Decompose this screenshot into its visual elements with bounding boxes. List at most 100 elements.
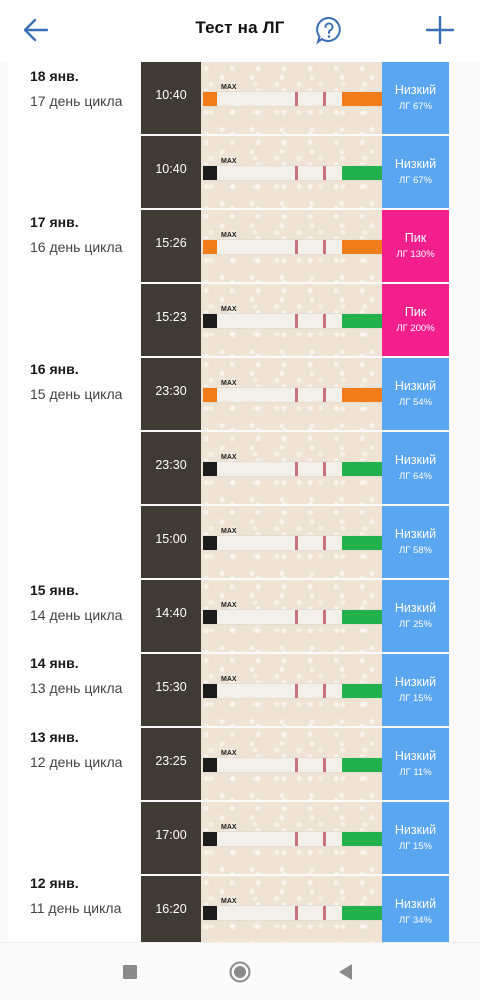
photo-shadow xyxy=(141,136,201,208)
test-row[interactable]: MAX 15:30 Низкий ЛГ 15% xyxy=(141,654,449,726)
lh-level: Низкий xyxy=(394,527,437,541)
lh-percent: ЛГ 58% xyxy=(398,545,433,556)
strip-handle xyxy=(203,832,217,846)
strip-max-mark: MAX xyxy=(221,750,237,757)
lh-percent: ЛГ 15% xyxy=(398,841,433,852)
help-button[interactable] xyxy=(309,10,349,50)
lh-level-badge: Пик ЛГ 130% xyxy=(382,210,449,282)
test-time: 16:20 xyxy=(155,902,187,916)
lh-percent: ЛГ 200% xyxy=(396,323,435,334)
test-row[interactable]: MAX 15:26 Пик ЛГ 130% xyxy=(141,210,449,282)
test-strip-photo: MAX 10:40 xyxy=(141,62,382,134)
test-strip: MAX xyxy=(203,306,382,329)
triangle-left-icon xyxy=(339,964,352,980)
lh-level-badge: Низкий ЛГ 25% xyxy=(382,580,449,652)
back-button[interactable] xyxy=(16,10,56,50)
strip-handle xyxy=(203,758,217,772)
photo-shadow xyxy=(141,506,201,578)
test-line xyxy=(323,240,326,254)
test-line xyxy=(323,758,326,772)
add-test-button[interactable] xyxy=(418,8,462,52)
control-line xyxy=(295,536,298,550)
day-date: 18 янв. xyxy=(30,68,79,84)
strip-max-mark: MAX xyxy=(221,824,237,831)
strip-handle xyxy=(203,610,217,624)
photo-shadow xyxy=(141,876,201,942)
strip-tip xyxy=(342,462,382,476)
test-row[interactable]: MAX 23:25 Низкий ЛГ 11% xyxy=(141,728,449,800)
lh-percent: ЛГ 130% xyxy=(396,249,435,260)
lh-test-list[interactable]: 18 янв. 17 день цикла 17 янв. 16 день ци… xyxy=(0,62,480,942)
photo-shadow xyxy=(141,728,201,800)
strip-handle xyxy=(203,240,217,254)
day-date: 17 янв. xyxy=(30,214,79,230)
strip-tip xyxy=(342,536,382,550)
test-time: 15:30 xyxy=(155,680,187,694)
test-strip: MAX xyxy=(203,750,382,773)
photo-shadow xyxy=(141,284,201,356)
day-group-label: 13 янв. 12 день цикла xyxy=(30,728,140,772)
test-row[interactable]: MAX 23:30 Низкий ЛГ 64% xyxy=(141,432,449,504)
test-time: 23:25 xyxy=(155,754,187,768)
control-line xyxy=(295,684,298,698)
strip-handle xyxy=(203,92,217,106)
test-strip: MAX xyxy=(203,528,382,551)
control-line xyxy=(295,388,298,402)
test-strip-photo: MAX 23:30 xyxy=(141,358,382,430)
test-row[interactable]: MAX 10:40 Низкий ЛГ 67% xyxy=(141,62,449,134)
strip-max-mark: MAX xyxy=(221,306,237,313)
lh-level: Низкий xyxy=(394,83,437,97)
cycle-day: 11 день цикла xyxy=(30,900,122,916)
cycle-day: 14 день цикла xyxy=(30,607,123,623)
test-time: 15:23 xyxy=(155,310,187,324)
lh-level-badge: Низкий ЛГ 67% xyxy=(382,136,449,208)
strip-max-mark: MAX xyxy=(221,158,237,165)
test-strip-photo: MAX 14:40 xyxy=(141,580,382,652)
test-strip: MAX xyxy=(203,158,382,181)
test-strip: MAX xyxy=(203,454,382,477)
strip-max-mark: MAX xyxy=(221,528,237,535)
strip-tip xyxy=(342,388,382,402)
square-icon xyxy=(123,965,137,979)
test-row[interactable]: MAX 15:00 Низкий ЛГ 58% xyxy=(141,506,449,578)
test-row[interactable]: MAX 14:40 Низкий ЛГ 25% xyxy=(141,580,449,652)
test-strip: MAX xyxy=(203,676,382,699)
test-strip-photo: MAX 23:30 xyxy=(141,432,382,504)
control-line xyxy=(295,906,298,920)
lh-level-badge: Низкий ЛГ 34% xyxy=(382,876,449,942)
lh-level-badge: Низкий ЛГ 54% xyxy=(382,358,449,430)
strip-handle xyxy=(203,536,217,550)
photo-shadow xyxy=(141,802,201,874)
test-row[interactable]: MAX 10:40 Низкий ЛГ 67% xyxy=(141,136,449,208)
test-time: 23:30 xyxy=(155,384,187,398)
test-line xyxy=(323,684,326,698)
nav-back-button[interactable] xyxy=(334,960,358,984)
recent-apps-button[interactable] xyxy=(118,960,142,984)
lh-level: Низкий xyxy=(394,453,437,467)
cycle-day: 17 день цикла xyxy=(30,93,123,109)
home-button[interactable] xyxy=(228,960,252,984)
test-time: 23:30 xyxy=(155,458,187,472)
control-line xyxy=(295,832,298,846)
lh-level-badge: Низкий ЛГ 64% xyxy=(382,432,449,504)
page-title: Тест на ЛГ xyxy=(195,18,285,37)
test-row[interactable]: MAX 23:30 Низкий ЛГ 54% xyxy=(141,358,449,430)
test-row[interactable]: MAX 15:23 Пик ЛГ 200% xyxy=(141,284,449,356)
test-strip-photo: MAX 15:00 xyxy=(141,506,382,578)
lh-level: Низкий xyxy=(394,157,437,171)
strip-max-mark: MAX xyxy=(221,454,237,461)
strip-handle xyxy=(203,906,217,920)
test-row[interactable]: MAX 16:20 Низкий ЛГ 34% xyxy=(141,876,449,942)
strip-tip xyxy=(342,314,382,328)
test-strip: MAX xyxy=(203,602,382,625)
day-group-label: 17 янв. 16 день цикла xyxy=(30,213,140,257)
day-date: 12 янв. xyxy=(30,875,79,891)
day-group-label: 14 янв. 13 день цикла xyxy=(30,654,140,698)
test-strip: MAX xyxy=(203,898,382,921)
strip-handle xyxy=(203,314,217,328)
test-line xyxy=(323,92,326,106)
test-row[interactable]: MAX 17:00 Низкий ЛГ 15% xyxy=(141,802,449,874)
lh-level: Низкий xyxy=(394,897,437,911)
strip-max-mark: MAX xyxy=(221,380,237,387)
lh-percent: ЛГ 67% xyxy=(398,175,433,186)
